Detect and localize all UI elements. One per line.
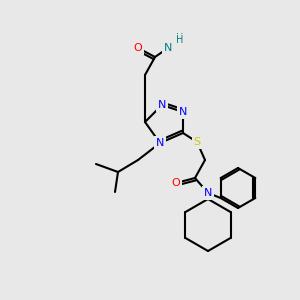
Text: S: S (194, 137, 201, 147)
Text: N: N (204, 188, 212, 198)
Text: O: O (172, 178, 180, 188)
Text: H: H (176, 35, 184, 45)
Text: N: N (164, 43, 172, 53)
Text: N: N (158, 100, 166, 110)
Text: H: H (176, 33, 184, 43)
Text: N: N (156, 138, 164, 148)
Text: O: O (134, 43, 142, 53)
Text: N: N (179, 107, 187, 117)
